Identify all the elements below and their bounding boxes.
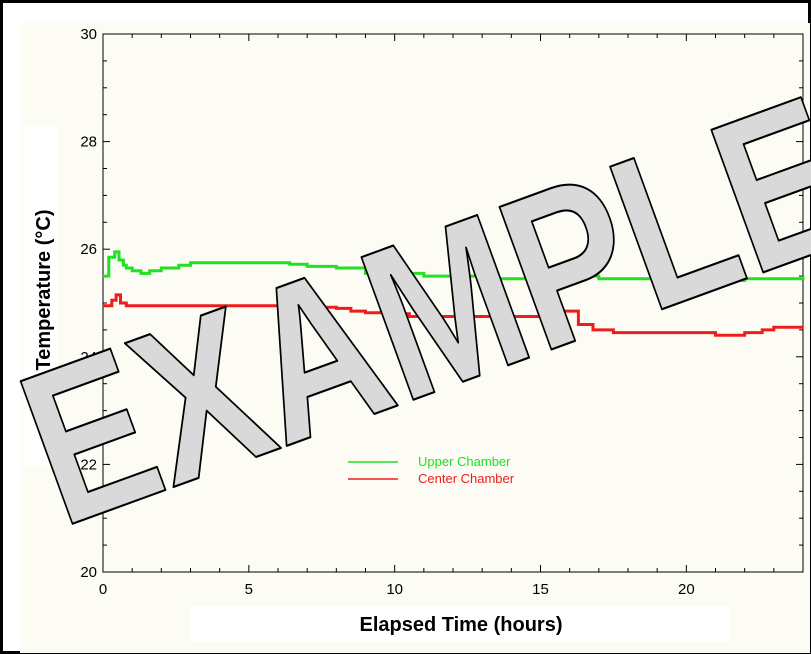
legend-label: Center Chamber	[418, 471, 515, 486]
x-tick-label: 10	[386, 581, 403, 598]
y-tick-label: 24	[80, 349, 97, 366]
x-tick-label: 0	[99, 581, 107, 598]
legend-label: Upper Chamber	[418, 454, 511, 469]
y-axis-title-box	[24, 125, 58, 465]
series-line-center-chamber	[103, 293, 803, 337]
y-tick-label: 22	[80, 456, 97, 473]
x-axis-title: Elapsed Time (hours)	[359, 614, 562, 636]
x-tick-label: 15	[532, 581, 549, 598]
y-tick-label: 28	[80, 134, 97, 151]
y-tick-label: 26	[80, 241, 97, 258]
series-lines	[103, 250, 805, 337]
x-axis-title-box	[190, 606, 730, 642]
x-tick-label: 20	[678, 581, 695, 598]
y-axis-title: Temperature (°C)	[33, 210, 55, 371]
series-line-upper-chamber	[103, 250, 805, 282]
y-tick-label: 30	[80, 26, 97, 43]
y-tick-label: 20	[80, 564, 97, 581]
legend: Upper Chamber Center Chamber	[348, 454, 515, 486]
watermark-example-text: EXAMPLE	[0, 49, 811, 572]
x-tick-label: 5	[245, 581, 253, 598]
chart-background	[20, 23, 810, 653]
watermark: EXAMPLE	[0, 48, 811, 573]
axes: 0 5 10 15 20 20 22 24 26 28 30	[80, 26, 804, 598]
